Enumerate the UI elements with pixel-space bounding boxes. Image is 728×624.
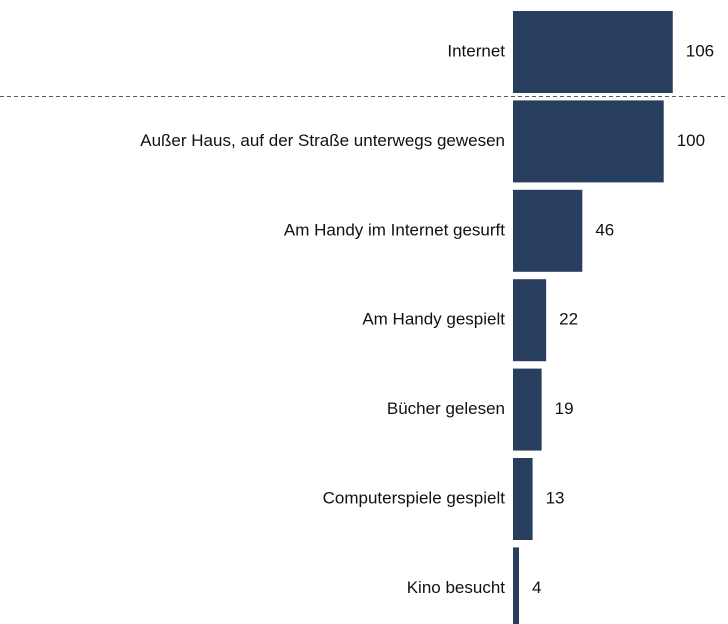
bar	[513, 100, 664, 183]
category-label: Internet	[447, 41, 505, 60]
bar	[513, 458, 533, 540]
bar	[513, 547, 520, 624]
bar	[513, 189, 583, 272]
category-label: Bücher gelesen	[387, 399, 505, 418]
category-label: Kino besucht	[407, 578, 506, 597]
value-label: 106	[686, 41, 714, 60]
category-label: Am Handy im Internet gesurft	[284, 220, 505, 239]
value-label: 22	[559, 310, 578, 329]
bar	[513, 11, 673, 93]
bar	[513, 368, 542, 451]
category-label: Außer Haus, auf der Straße unterwegs gew…	[140, 131, 505, 150]
category-label: Computerspiele gespielt	[323, 488, 506, 507]
value-label: 13	[546, 488, 565, 507]
category-label: Am Handy gespielt	[362, 310, 505, 329]
value-label: 100	[677, 131, 705, 150]
value-label: 19	[555, 399, 574, 418]
bar	[513, 279, 547, 362]
value-label: 4	[532, 578, 541, 597]
value-label: 46	[595, 220, 614, 239]
